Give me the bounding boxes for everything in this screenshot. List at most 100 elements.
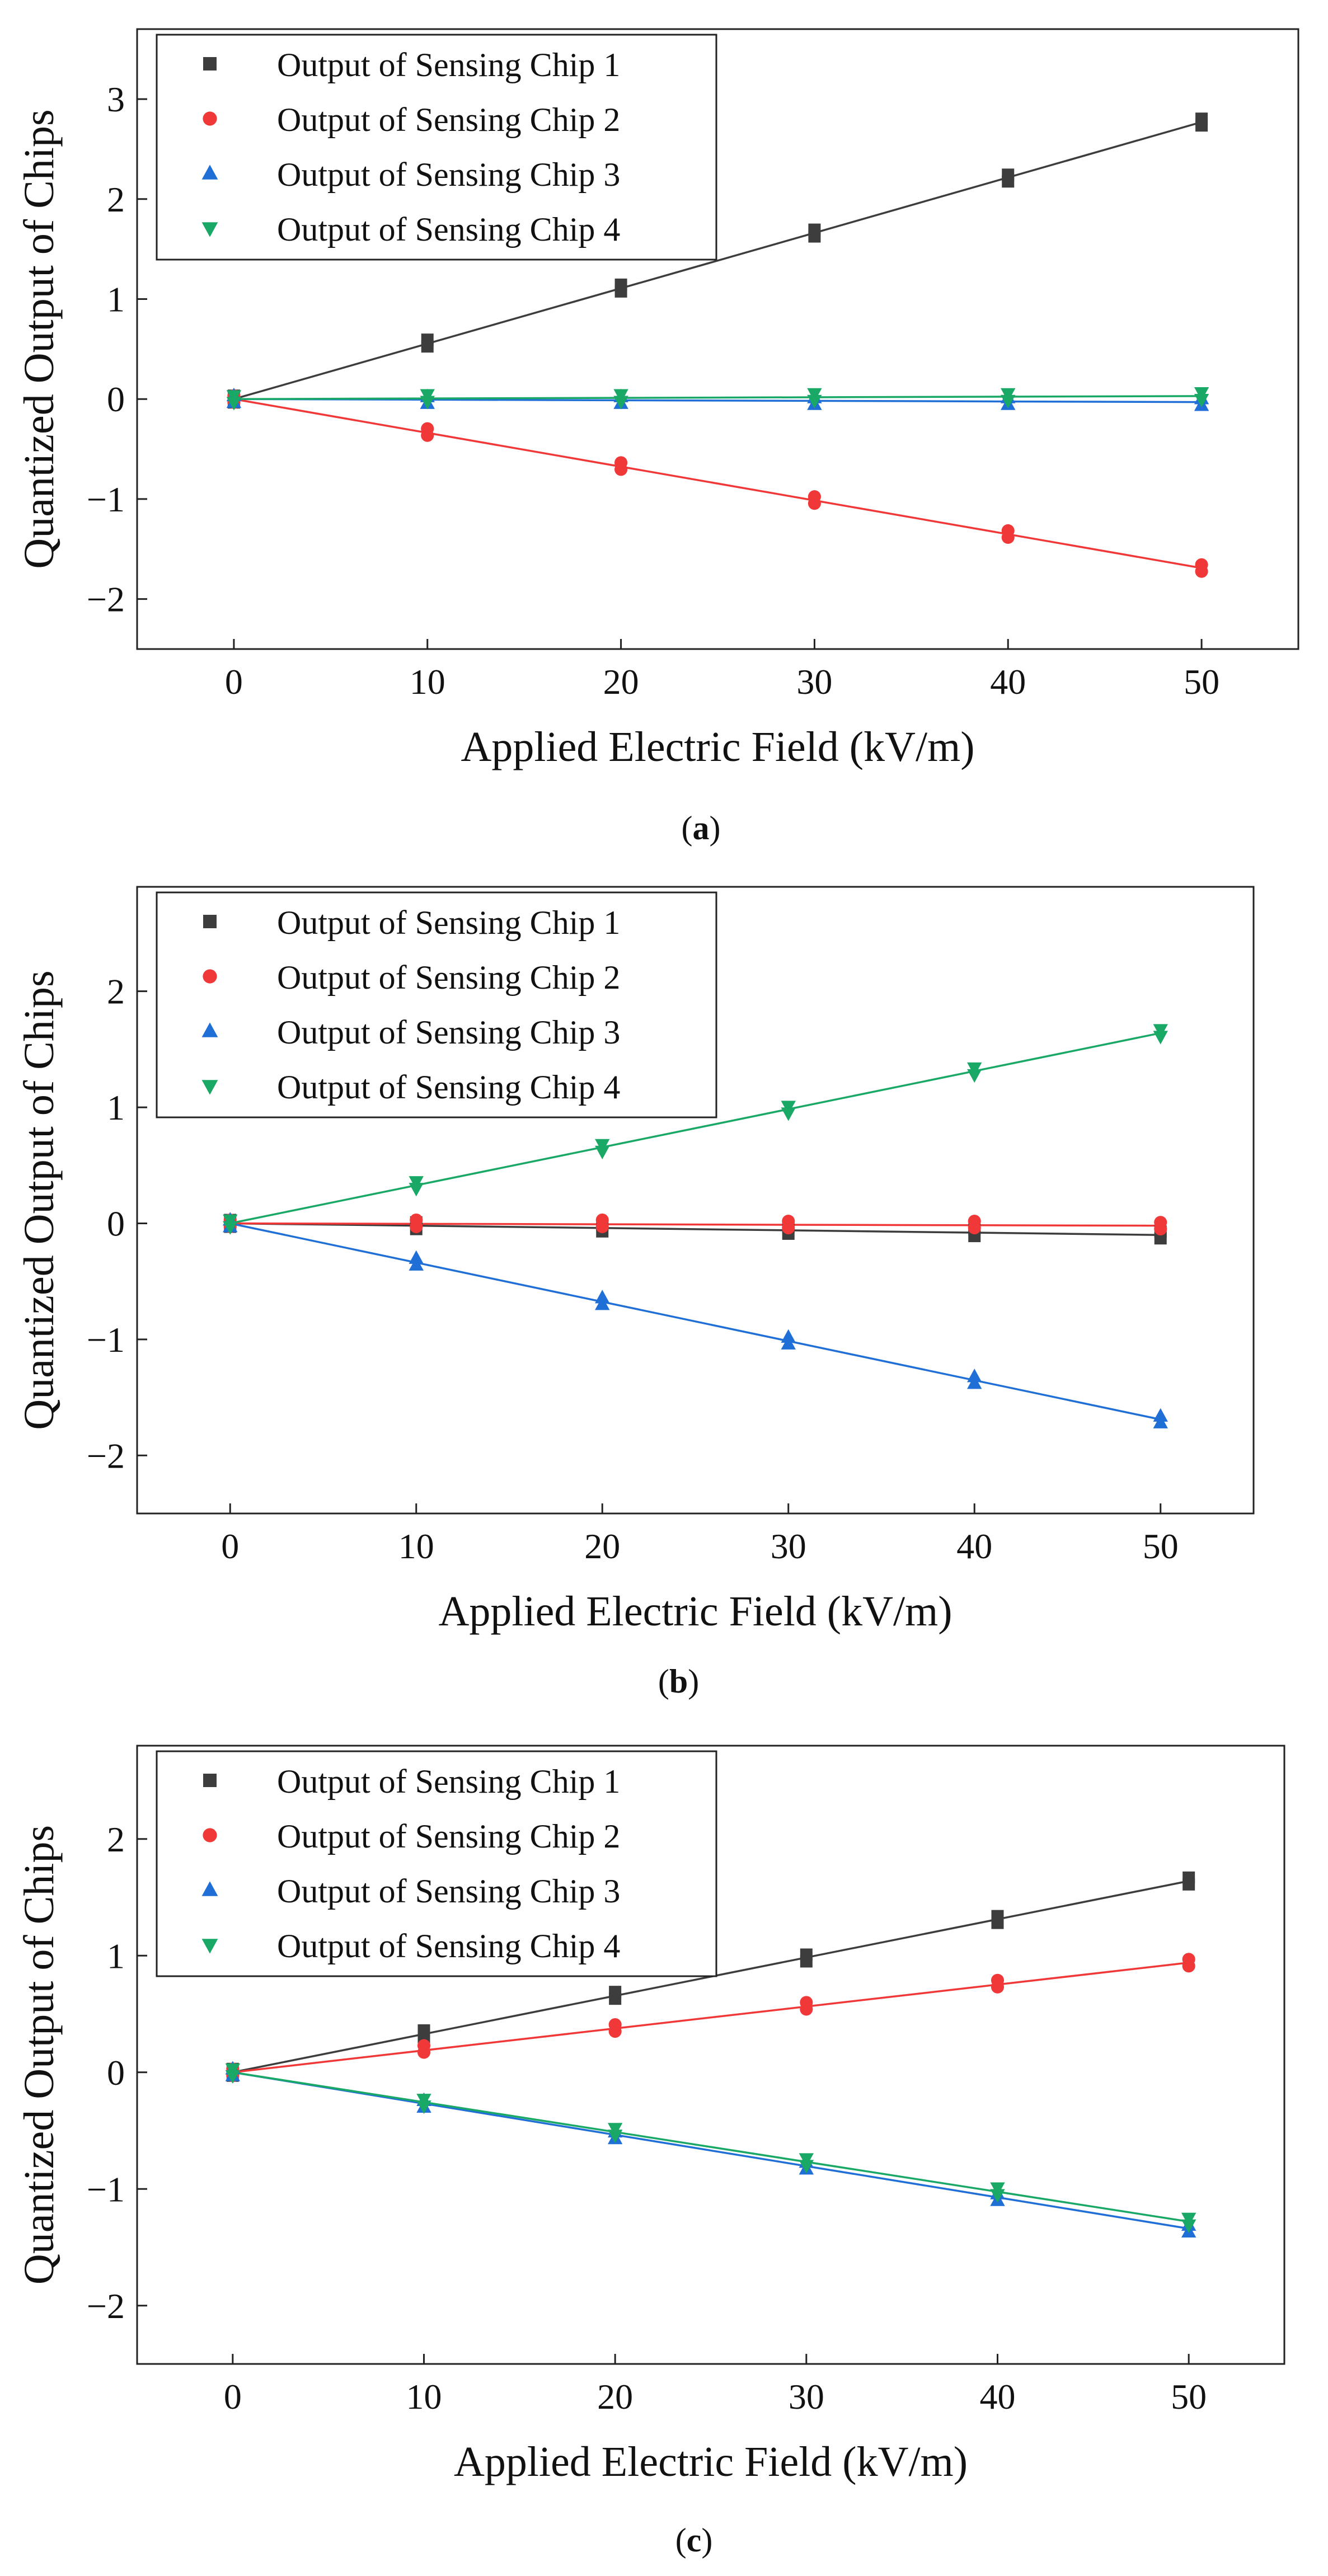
- legend-marker: [203, 57, 217, 70]
- legend-label: Output of Sensing Chip 4: [277, 211, 620, 248]
- legend-marker: [201, 222, 218, 237]
- y-tick-label: 3: [107, 79, 125, 119]
- legend-label: Output of Sensing Chip 1: [277, 1763, 620, 1800]
- legend-label: Output of Sensing Chip 4: [277, 1069, 620, 1106]
- data-point: [607, 2130, 623, 2143]
- data-point: [1194, 393, 1209, 408]
- data-point: [1181, 2219, 1196, 2233]
- legend-marker: [203, 969, 217, 984]
- x-tick-label: 40: [990, 662, 1026, 702]
- legend-marker: [203, 1828, 217, 1842]
- data-point: [409, 1257, 424, 1271]
- y-tick-label: 0: [107, 1204, 125, 1243]
- legend-label: Output of Sensing Chip 1: [277, 46, 620, 83]
- x-tick-label: 40: [980, 2377, 1016, 2417]
- x-axis-title: Applied Electric Field (kV/m): [461, 723, 974, 770]
- data-point: [808, 497, 821, 510]
- legend-marker: [201, 1939, 218, 1954]
- data-point: [1195, 119, 1208, 132]
- data-point: [1153, 1031, 1168, 1045]
- data-point: [967, 1375, 982, 1389]
- x-tick-label: 10: [406, 2377, 442, 2417]
- legend-marker: [201, 1881, 218, 1896]
- x-tick-label: 50: [1184, 662, 1219, 702]
- y-axis-title: Quantized Output of Chips: [16, 109, 63, 568]
- data-point: [226, 397, 242, 411]
- data-point: [223, 1221, 238, 1235]
- y-axis-title: Quantized Output of Chips: [16, 1825, 63, 2284]
- data-point: [800, 2002, 813, 2016]
- plot-frame: [136, 1745, 1285, 2365]
- data-point: [781, 1336, 796, 1350]
- data-point: [595, 1145, 610, 1159]
- y-tick-label: 1: [107, 1936, 125, 1976]
- chart-panel-a: 0 10 20 30 40 50 −2 −1 0 1 2 3 Applied Electric Fiel…: [16, 28, 1299, 847]
- x-tick-label: 0: [221, 1526, 239, 1566]
- data-point: [417, 2046, 431, 2059]
- data-point: [1153, 1414, 1168, 1428]
- y-tick-label: 2: [107, 1820, 125, 1859]
- x-axis-title: Applied Electric Field (kV/m): [454, 2438, 968, 2485]
- x-tick-label: 30: [771, 1526, 806, 1566]
- data-point: [967, 1069, 982, 1083]
- legend: Output of Sensing Chip 1 Output of Sensin…: [156, 1750, 717, 1977]
- x-tick-label: 30: [796, 662, 832, 702]
- y-tick-label: −2: [87, 1436, 125, 1475]
- x-tick-label: 40: [956, 1526, 992, 1566]
- data-point: [1002, 175, 1015, 188]
- data-point: [1154, 1232, 1167, 1245]
- legend-marker: [201, 1022, 218, 1037]
- y-tick-label: 1: [107, 280, 125, 319]
- data-point: [613, 396, 628, 410]
- data-point: [609, 1992, 622, 2005]
- y-tick-label: 0: [107, 379, 125, 419]
- legend-label: Output of Sensing Chip 1: [277, 904, 620, 941]
- fit-line: [229, 1222, 1161, 1421]
- chart-panel-b: 0 10 20 30 40 50 −2 −1 0 1 2 Applied Electric Field…: [16, 886, 1255, 1700]
- data-point: [614, 463, 628, 476]
- data-point: [416, 2100, 431, 2114]
- data-point: [781, 1107, 796, 1121]
- y-tick-label: 2: [107, 180, 125, 219]
- legend-marker: [203, 111, 217, 126]
- y-tick-label: −1: [87, 1320, 125, 1360]
- data-layer: [226, 112, 1209, 578]
- data-point: [807, 394, 822, 408]
- legend-marker: [201, 1080, 218, 1095]
- panel-caption: (b): [658, 1663, 699, 1700]
- y-tick-label: −2: [87, 580, 125, 619]
- x-tick-label: 0: [225, 662, 243, 702]
- legend: Output of Sensing Chip 1 Output of Sensin…: [156, 34, 717, 261]
- fit-line: [233, 398, 1202, 403]
- legend-marker: [203, 1774, 217, 1787]
- fit-line: [233, 398, 1202, 569]
- data-point: [782, 1221, 795, 1235]
- data-point: [614, 285, 627, 298]
- fit-line: [232, 1962, 1189, 2074]
- x-tick-label: 10: [398, 1526, 434, 1566]
- data-point: [1001, 530, 1015, 544]
- data-point: [420, 396, 435, 410]
- x-tick-label: 20: [603, 662, 639, 702]
- data-point: [799, 2160, 814, 2174]
- y-tick-label: −1: [87, 2169, 125, 2209]
- fit-line: [232, 2071, 1189, 2230]
- data-point: [608, 2024, 622, 2038]
- y-tick-label: 2: [107, 972, 125, 1012]
- panel-caption: (a): [682, 810, 721, 847]
- fit-line: [229, 1032, 1161, 1225]
- data-point: [1182, 1878, 1195, 1891]
- data-point: [800, 1955, 813, 1968]
- chart-panel-c: 0 10 20 30 40 50 −2 −1 0 1 2 Applied Electric Field…: [16, 1745, 1285, 2559]
- plot-frame: [136, 886, 1255, 1515]
- legend-box: [156, 1750, 717, 1977]
- y-tick-label: 1: [107, 1088, 125, 1127]
- legend-box: [156, 34, 717, 261]
- legend-label: Output of Sensing Chip 2: [277, 1818, 620, 1855]
- legend-label: Output of Sensing Chip 3: [277, 1873, 620, 1910]
- data-point: [1195, 565, 1208, 578]
- x-tick-label: 50: [1143, 1526, 1179, 1566]
- data-layer: [225, 1871, 1196, 2238]
- x-tick-label: 20: [597, 2377, 633, 2417]
